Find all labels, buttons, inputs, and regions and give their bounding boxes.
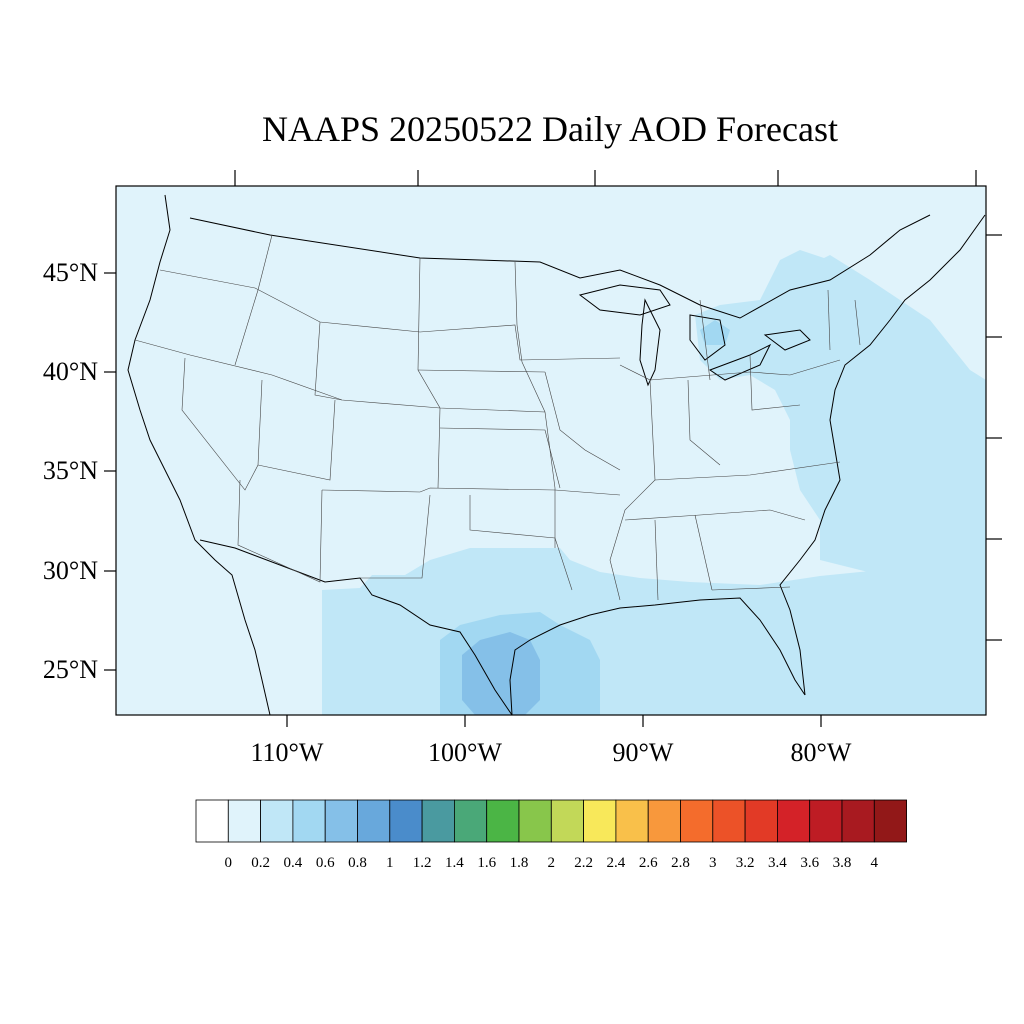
colorbar-tick-label: 2.2 [574,855,593,871]
lat-label-30: 30°N [42,556,98,585]
colorbar-tick-label: 0.4 [283,855,303,871]
colorbar-tick-label: 3.6 [800,855,820,871]
colorbar-swatch [777,799,811,843]
colorbar-swatch [809,799,843,843]
colorbar-swatch [680,799,714,843]
colorbar-swatch [615,799,649,843]
colorbar-swatch [712,799,746,843]
colorbar-swatch [550,799,584,843]
colorbar-tick-label: 1.8 [509,855,529,871]
colorbar-swatch [744,799,778,843]
colorbar-tick-label: 3.8 [832,855,852,871]
lat-label-35: 35°N [42,456,98,485]
lon-label-110w: 110°W [250,738,324,767]
colorbar-tick-label: 2 [547,855,556,871]
colorbar-tick-label: 1 [386,855,394,871]
map-frame [115,185,987,716]
colorbar [195,799,907,843]
colorbar-swatch [421,799,455,843]
colorbar-tick-label: 2.8 [671,855,690,871]
colorbar-tick-label: 0.2 [251,855,270,871]
colorbar-tick-label: 1.2 [412,855,432,871]
colorbar-tick-label: 3.2 [735,855,755,871]
colorbar-tick-label: 1.6 [477,855,497,871]
colorbar-swatch [453,799,488,843]
colorbar-swatch [357,799,391,843]
colorbar-tick-label: 4 [870,855,879,871]
colorbar-swatch [873,799,907,843]
colorbar-swatch [324,799,358,843]
colorbar-tick-label: 3 [709,855,717,871]
axis-ticks [104,170,1002,727]
colorbar-tick-label: 0.6 [315,855,335,871]
lat-label-45: 45°N [42,258,98,287]
lon-label-90w: 90°W [612,738,674,767]
aod-plume-texas-high [462,632,540,715]
colorbar-tick-label: 1.4 [445,855,464,871]
colorbar-swatch [260,799,294,843]
coastlines [127,194,986,716]
colorbar-swatch [647,799,681,843]
colorbar-swatch [841,799,875,843]
map-title: NAAPS 20250522 Daily AOD Forecast [262,109,838,149]
aod-plume-east [695,255,986,600]
state-boundaries [134,234,861,601]
colorbar-swatch [195,799,229,843]
colorbar-tick-label: 2.6 [638,855,658,871]
colorbar-swatch [227,799,262,843]
colorbar-swatch [583,799,617,843]
aod-plume-lakes-mid [700,320,730,345]
lat-label-40: 40°N [42,357,98,386]
aod-plume-northeast [760,250,880,345]
colorbar-tick-label: 2.4 [606,855,626,871]
colorbar-swatch [292,799,326,843]
colorbar-swatch [389,799,423,843]
colorbar-tick-label: 0 [224,855,233,871]
colorbar-tick-label: 3.4 [768,855,787,871]
lon-label-80w: 80°W [790,738,852,767]
lat-label-25: 25°N [42,655,98,684]
colorbar-tick-label: 0.8 [348,855,367,871]
colorbar-swatch [486,799,520,843]
colorbar-swatch [518,799,552,843]
lon-label-100w: 100°W [428,738,502,767]
